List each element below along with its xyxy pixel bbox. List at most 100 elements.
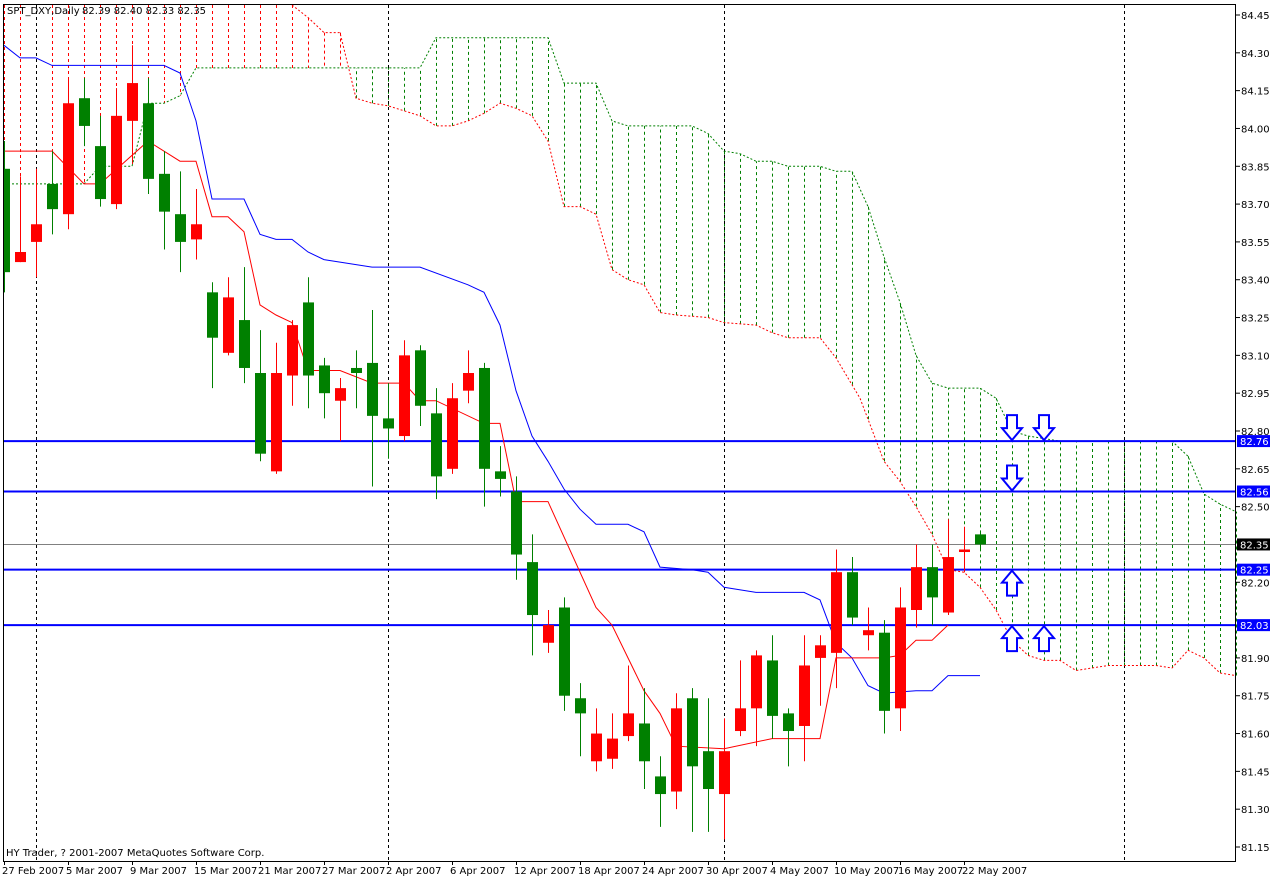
- candle-body: [31, 224, 42, 242]
- candle: [239, 267, 250, 384]
- candle: [927, 544, 938, 626]
- y-tick-label: 83.40: [1241, 276, 1270, 287]
- candle: [191, 188, 202, 260]
- price-axis[interactable]: 84.45 84.30 84.15 84.00 83.85 83.70 83.55 83.40…: [1236, 11, 1270, 854]
- candle: [575, 683, 586, 757]
- candles: [4, 45, 986, 840]
- candle-body: [335, 388, 346, 401]
- candle-body: [15, 251, 26, 263]
- y-tick-label: 84.15: [1241, 87, 1270, 98]
- arrow-down-icon: [999, 464, 1025, 493]
- level-price-label: 82.76: [1240, 437, 1269, 448]
- candle-body: [863, 630, 874, 636]
- x-tick-label: 30 Apr 2007: [706, 866, 768, 877]
- candle: [383, 383, 394, 459]
- candle: [511, 476, 522, 580]
- y-tick-label: 82.50: [1241, 503, 1270, 514]
- candle: [527, 534, 538, 656]
- x-tick-label: 18 Apr 2007: [578, 866, 640, 877]
- candle-body: [383, 418, 394, 429]
- horizontal-levels[interactable]: [4, 440, 1236, 627]
- candle: [271, 342, 282, 474]
- candle: [591, 708, 602, 772]
- y-tick-label: 84.30: [1241, 49, 1270, 60]
- candle-body: [639, 723, 650, 762]
- level-price-badge: [1237, 619, 1270, 632]
- y-tick-label: 83.85: [1241, 162, 1270, 173]
- candle: [15, 176, 26, 263]
- candle: [639, 688, 650, 790]
- level-price-label: 82.56: [1240, 488, 1269, 499]
- candle: [111, 88, 122, 210]
- candle: [287, 320, 298, 406]
- ichimoku-cloud-hatch: [4, 5, 1237, 676]
- candle-body: [319, 365, 330, 394]
- candle: [399, 340, 410, 442]
- candle-body: [895, 607, 906, 709]
- candle: [783, 708, 794, 767]
- y-tick-label: 82.95: [1241, 389, 1270, 400]
- candle-body: [671, 708, 682, 792]
- candle-body: [175, 214, 186, 242]
- y-tick-label: 81.75: [1241, 692, 1270, 703]
- y-tick-label: 82.65: [1241, 465, 1270, 476]
- candle-body: [239, 320, 250, 368]
- candle-body: [351, 367, 362, 374]
- candle: [303, 277, 314, 409]
- y-tick-label: 81.90: [1241, 654, 1270, 665]
- y-tick-label: 84.45: [1241, 11, 1270, 22]
- candle: [687, 688, 698, 832]
- candle-body: [783, 713, 794, 732]
- candle-body: [703, 751, 714, 790]
- level-price-badge: [1237, 485, 1270, 498]
- candle-body: [223, 297, 234, 353]
- candle-body: [127, 83, 138, 121]
- candle-body: [431, 413, 442, 477]
- candle-body: [79, 98, 90, 126]
- candle: [431, 388, 442, 500]
- candle: [159, 151, 170, 250]
- y-tick-label: 81.15: [1241, 843, 1270, 854]
- candle: [751, 650, 762, 747]
- candle-body: [511, 491, 522, 555]
- y-tick-label: 82.20: [1241, 578, 1270, 589]
- bid-price-badge: [1237, 538, 1270, 551]
- candle: [319, 357, 330, 419]
- y-tick-label: 82.80: [1241, 427, 1270, 438]
- candle: [895, 587, 906, 732]
- y-tick-label: 83.70: [1241, 200, 1270, 211]
- candle-body: [399, 355, 410, 437]
- candle: [975, 531, 986, 550]
- candle-body: [207, 292, 218, 338]
- signal-arrows: [999, 414, 1057, 653]
- candle: [911, 544, 922, 628]
- candle: [79, 78, 90, 147]
- arrow-up-icon: [999, 624, 1025, 653]
- candle: [623, 665, 634, 742]
- candle-body: [415, 350, 426, 406]
- x-tick-label: 4 May 2007: [770, 866, 829, 877]
- level-price-badge: [1237, 563, 1270, 576]
- candle: [479, 362, 490, 507]
- tenkan-sen-line: [4, 140, 949, 750]
- candle-body: [943, 557, 954, 613]
- candle: [847, 557, 858, 626]
- x-tick-label: 6 Apr 2007: [450, 866, 505, 877]
- y-tick-label: 81.45: [1241, 767, 1270, 778]
- candle: [495, 446, 506, 497]
- candle-body: [367, 362, 378, 416]
- candle-body: [847, 572, 858, 618]
- chart-ohlc-readout: 82.39 82.40 82.33 82.35: [82, 6, 206, 17]
- x-tick-label: 15 Mar 2007: [194, 866, 257, 877]
- candle: [863, 607, 874, 651]
- time-axis[interactable]: 27 Feb 2007 5 Mar 2007 9 Mar 2007 15 Mar 20…: [2, 861, 1027, 877]
- arrow-up-icon: [999, 569, 1025, 597]
- candle: [175, 171, 186, 273]
- candle: [815, 635, 826, 706]
- candle: [879, 620, 890, 734]
- candle-body: [111, 115, 122, 205]
- x-tick-label: 9 Mar 2007: [130, 866, 187, 877]
- ichimoku-spans: [4, 4, 1237, 677]
- candle: [703, 698, 714, 832]
